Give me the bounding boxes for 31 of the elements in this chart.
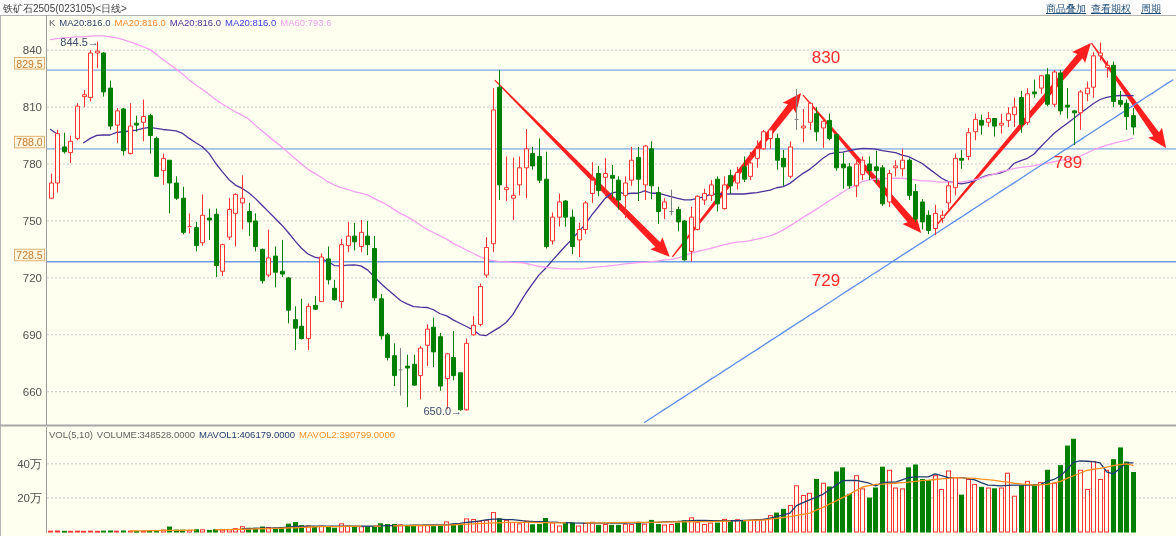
y-tick-label: 750: [22, 214, 42, 227]
text: MAVOL2:390799.0000: [299, 429, 395, 440]
ref-line-label: 829.5: [16, 57, 43, 70]
y-tick-label: 780: [22, 158, 42, 171]
text: 商品叠加: [1046, 3, 1086, 14]
y-tick-label: 810: [22, 101, 42, 114]
chart-title: VOL(5,10): [49, 429, 93, 440]
annotation: 844.5→: [60, 35, 99, 48]
annotation: 729: [811, 271, 841, 290]
legend-label: MA20:816.0: [114, 17, 166, 28]
annotation: 830: [811, 48, 841, 67]
y-tick-label: 660: [22, 385, 42, 398]
y-tick-label: 720: [22, 271, 42, 284]
chart-title: 铁矿石2505(023105)<日线>: [2, 2, 128, 14]
y-tick-label: 840: [22, 44, 42, 57]
y-tick-label: 20万: [17, 491, 42, 504]
text: 周期: [1141, 3, 1161, 14]
text: MA20:816.0: [169, 17, 222, 28]
legend-label: MA20:816.0: [225, 17, 277, 28]
annotation: K: [49, 17, 56, 28]
legend-label: MA20:816.0: [59, 17, 111, 28]
text: 查看期权: [1091, 3, 1131, 14]
text: MAVOL1:406179.0000: [199, 429, 296, 440]
ref-line-label: 728.5: [16, 249, 43, 262]
annotation: 789: [1053, 153, 1083, 172]
annotation: 650.0→: [423, 405, 462, 417]
y-tick-label: 40万: [17, 457, 42, 470]
y-tick-label: 690: [22, 328, 42, 341]
annotation: VOLUME:348528.0000: [96, 429, 196, 440]
ref-line-label: 788.0: [16, 136, 43, 149]
text: MA60:793.6: [280, 17, 332, 28]
